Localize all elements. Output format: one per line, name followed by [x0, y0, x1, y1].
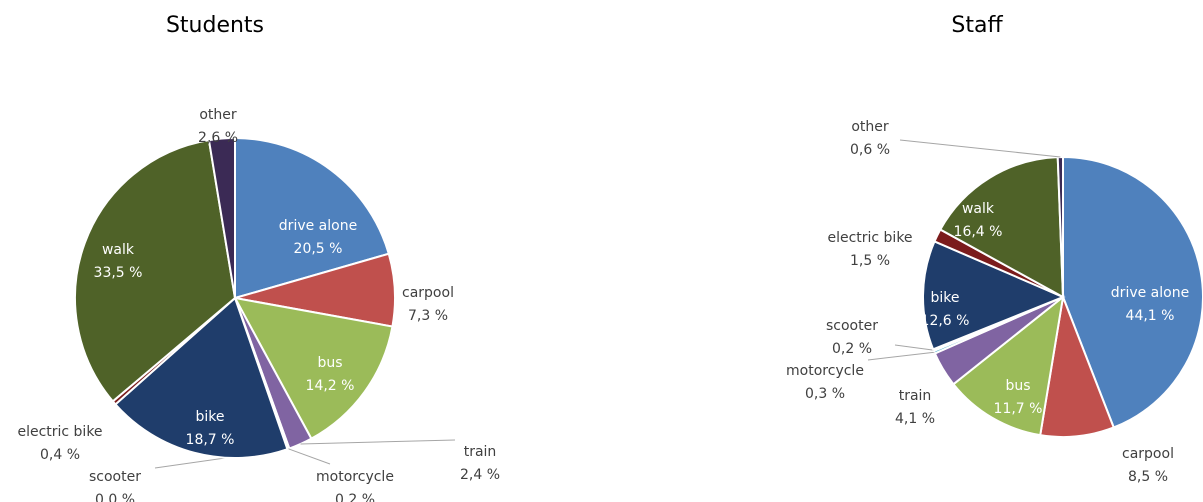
slice-category: bike [931, 290, 960, 306]
slice-category: train [899, 388, 932, 404]
pie-slice [938, 156, 1065, 299]
slice-value: 0,6 % [850, 142, 890, 158]
pie-slice [1062, 155, 1203, 429]
slice-category: bike [196, 409, 225, 425]
pie-slice [233, 296, 394, 440]
pie-slice [74, 138, 237, 403]
pie-slice [207, 136, 236, 299]
slice-value: 44,1 % [1126, 308, 1175, 324]
pie-slice [114, 296, 289, 459]
slice-value: 18,7 % [186, 432, 235, 448]
pie-slice [922, 240, 1066, 351]
slice-value: 1,5 % [850, 253, 890, 269]
slice-category: carpool [402, 285, 454, 301]
chart-title: Students [166, 13, 264, 38]
slice-value: 0,2 % [335, 492, 375, 502]
slice-category: walk [102, 242, 135, 258]
slice-value: 14,2 % [306, 378, 355, 394]
slice-value: 2,6 % [198, 130, 238, 146]
slice-category: bus [1005, 378, 1030, 394]
slice-category: carpool [1122, 446, 1174, 462]
slice-category: motorcycle [786, 363, 864, 379]
slice-category: train [464, 444, 497, 460]
slice-value: 12,6 % [921, 313, 970, 329]
slice-value: 0,0 % [95, 492, 135, 502]
leader-line [867, 351, 935, 361]
slice-category: electric bike [17, 424, 102, 440]
slice-category: walk [962, 201, 995, 217]
slice-category: bus [317, 355, 342, 371]
pie-slice [952, 294, 1065, 437]
leader-line [894, 344, 934, 351]
leader-line [300, 439, 456, 445]
slice-value: 7,3 % [408, 308, 448, 324]
slice-category: other [851, 119, 889, 135]
slice-category: drive alone [1111, 285, 1189, 301]
slice-category: scooter [826, 318, 878, 334]
slice-category: scooter [89, 469, 141, 485]
slice-value: 4,1 % [895, 411, 935, 427]
slice-value: 8,5 % [1128, 469, 1168, 485]
slice-value: 16,4 % [954, 224, 1003, 240]
slice-value: 0,3 % [805, 386, 845, 402]
slice-value: 20,5 % [294, 241, 343, 257]
chart-title: Staff [951, 13, 1003, 38]
slice-value: 0,4 % [40, 447, 80, 463]
slice-category: drive alone [279, 218, 357, 234]
slice-value: 0,2 % [832, 341, 872, 357]
slice-category: motorcycle [316, 469, 394, 485]
slice-category: other [199, 107, 237, 123]
pie-slice [234, 136, 391, 300]
slice-value: 11,7 % [994, 401, 1043, 417]
leader-line [288, 448, 331, 465]
slice-value: 33,5 % [94, 265, 143, 281]
slice-value: 2,4 % [460, 467, 500, 483]
slice-category: electric bike [827, 230, 912, 246]
leader-line [899, 139, 1061, 158]
